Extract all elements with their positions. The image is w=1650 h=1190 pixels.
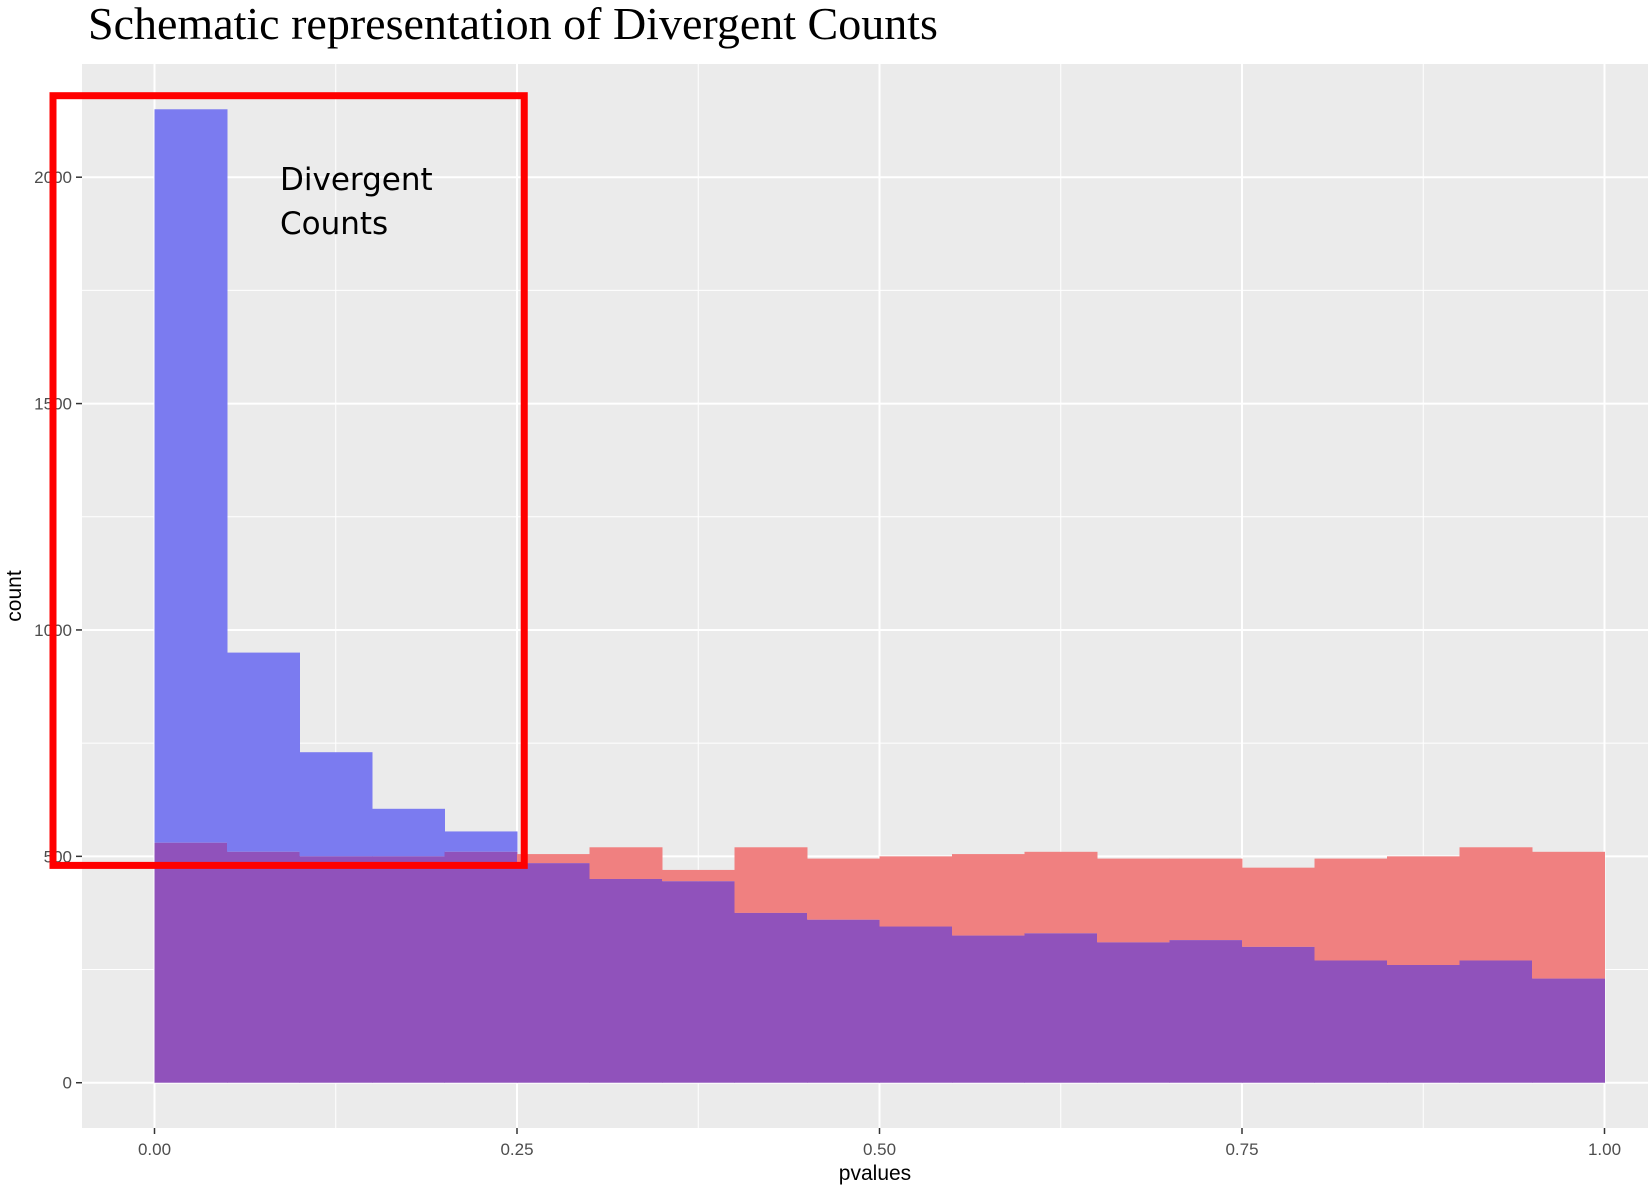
x-tick-label: 0.00 — [138, 1140, 171, 1159]
histogram-bar — [1459, 847, 1533, 961]
histogram-bar — [879, 856, 953, 927]
histogram-bar — [299, 752, 373, 857]
x-tick-label: 1.00 — [1588, 1140, 1621, 1159]
histogram-bar-overlap — [1242, 946, 1315, 1083]
histogram-bar — [1532, 851, 1605, 979]
histogram-bar — [1314, 858, 1388, 961]
histogram-bar-overlap — [952, 935, 1025, 1083]
y-axis-label: count — [3, 570, 26, 622]
histogram-bar-overlap — [734, 912, 808, 1083]
histogram-bar — [589, 847, 663, 879]
histogram-bar-overlap — [1314, 960, 1388, 1083]
histogram-bar — [444, 831, 518, 852]
y-tick-label: 0 — [63, 1074, 72, 1093]
histogram-bar-overlap — [1532, 978, 1605, 1083]
histogram-bar-overlap — [372, 856, 445, 1083]
histogram-bar-overlap — [1169, 940, 1243, 1083]
histogram-bar-overlap — [1097, 942, 1170, 1083]
histogram-bar — [807, 858, 880, 920]
histogram-bar-overlap — [879, 926, 953, 1083]
x-axis-label: pvalues — [839, 1162, 911, 1185]
histogram-bar — [1097, 858, 1170, 943]
histogram-bar — [1387, 856, 1460, 966]
x-tick-label: 0.25 — [500, 1140, 533, 1159]
histogram-bar — [1242, 867, 1315, 947]
histogram-bar — [662, 869, 735, 882]
histogram-bar — [517, 854, 590, 864]
histogram-bar-overlap — [1024, 933, 1098, 1083]
histogram-bar — [227, 652, 300, 852]
histogram-bar — [1169, 858, 1243, 941]
histogram-bar — [372, 808, 445, 857]
annotation-line: Counts — [280, 206, 388, 242]
histogram-bar-overlap — [299, 856, 373, 1083]
histogram-bar — [154, 109, 228, 843]
histogram-bar-overlap — [154, 842, 228, 1083]
histogram-bar-overlap — [1459, 960, 1533, 1083]
histogram-bar-overlap — [444, 851, 518, 1083]
histogram-bar — [734, 847, 808, 913]
histogram-bar-overlap — [589, 878, 663, 1083]
divergent-highlight-box — [49, 92, 528, 869]
histogram-bar-overlap — [662, 881, 735, 1083]
histogram-bar — [1024, 851, 1098, 934]
histogram-bar — [952, 854, 1025, 936]
chart-title: Schematic representation of Divergent Co… — [88, 0, 938, 49]
histogram-bar-overlap — [227, 851, 300, 1083]
histogram-bars — [154, 109, 1605, 1083]
x-tick-label: 0.75 — [1225, 1140, 1258, 1159]
annotation-line: Divergent — [280, 162, 433, 198]
histogram-bar-overlap — [517, 863, 590, 1083]
histogram-bar-overlap — [1387, 965, 1460, 1083]
histogram-bar-overlap — [807, 919, 880, 1083]
x-tick-label: 0.50 — [863, 1140, 896, 1159]
